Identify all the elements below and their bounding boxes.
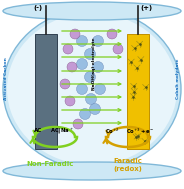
Text: AC$\|$Na$^+$: AC$\|$Na$^+$ <box>50 126 74 136</box>
Text: Co$^{+2}$: Co$^{+2}$ <box>105 126 119 136</box>
Text: NaOH(aq) electrolyte: NaOH(aq) electrolyte <box>92 38 96 90</box>
Ellipse shape <box>7 13 177 165</box>
Circle shape <box>63 44 73 54</box>
Circle shape <box>107 29 117 39</box>
Circle shape <box>60 79 70 89</box>
Ellipse shape <box>3 9 181 169</box>
Ellipse shape <box>3 162 181 180</box>
Circle shape <box>77 84 88 94</box>
Text: (+): (+) <box>140 5 152 11</box>
Circle shape <box>93 61 103 73</box>
Circle shape <box>73 119 83 129</box>
Circle shape <box>77 36 88 46</box>
Circle shape <box>65 96 75 106</box>
Text: Non-Faradic: Non-Faradic <box>26 161 74 167</box>
Circle shape <box>84 49 95 60</box>
Text: Activated Carbon: Activated Carbon <box>4 58 8 100</box>
Circle shape <box>89 104 100 115</box>
Text: Co$^{+3}$ +e$^-$: Co$^{+3}$ +e$^-$ <box>126 126 154 136</box>
Circle shape <box>79 108 91 119</box>
Ellipse shape <box>3 2 181 20</box>
Circle shape <box>93 36 103 46</box>
Text: AC: AC <box>34 129 42 133</box>
Text: Faradic
(redox): Faradic (redox) <box>114 158 142 172</box>
Circle shape <box>86 94 96 105</box>
Bar <box>35 34 57 149</box>
Bar <box>127 34 149 149</box>
Circle shape <box>77 59 88 70</box>
Circle shape <box>84 71 95 83</box>
Text: (-): (-) <box>33 5 43 11</box>
Circle shape <box>67 62 77 72</box>
Circle shape <box>95 84 105 94</box>
Circle shape <box>113 44 123 54</box>
Text: Cobalt molydate: Cobalt molydate <box>176 59 180 99</box>
Circle shape <box>70 29 80 39</box>
